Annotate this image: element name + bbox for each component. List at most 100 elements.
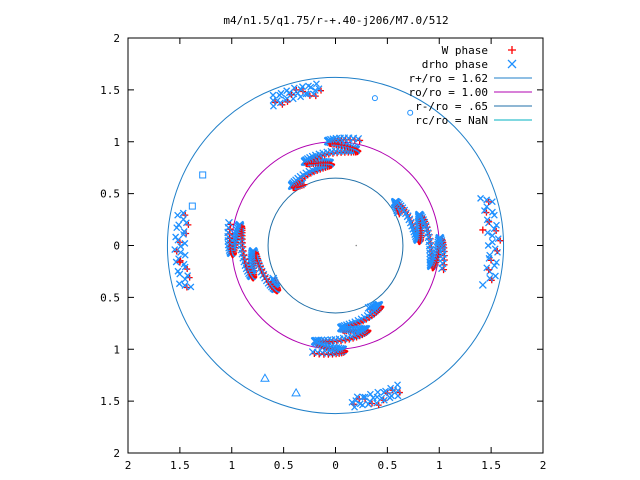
drho-phase-point [387, 392, 395, 400]
drho-phase-point [182, 219, 190, 227]
drho-phase-point [176, 270, 184, 278]
drho-phase-point [181, 251, 189, 259]
drho-phase-point [488, 208, 496, 216]
drho-phase-point [492, 272, 499, 280]
drho-phase-point [494, 235, 502, 243]
circle-rro [267, 177, 404, 314]
drho-phase-point [308, 348, 317, 357]
drho-phase-point [490, 225, 498, 233]
stray-circle-point [407, 109, 414, 116]
drho-phase-point [484, 229, 492, 237]
drho-phase-point [282, 96, 289, 104]
y-tick-label: 1 [113, 343, 120, 356]
y-tick-label: 1 [113, 136, 120, 149]
drho-phase-point [491, 262, 498, 270]
x-tick-label: 2 [540, 459, 547, 472]
drho-phase-point [172, 233, 180, 241]
y-tick-label: 2 [113, 32, 120, 45]
drho-phase-point [179, 209, 187, 217]
legend-label: r-/ro = .65 [415, 100, 488, 113]
drho-phase-point [283, 87, 291, 95]
w-phase-point [479, 226, 487, 234]
drho-phase-point [276, 91, 284, 99]
drho-phase-point [374, 388, 382, 396]
legend-label: r+/ro = 1.62 [409, 72, 488, 85]
x-tick-label: 2 [125, 459, 132, 472]
legend-cross-swatch [507, 59, 517, 69]
stray-square-point [188, 202, 196, 210]
drho-phase-point [312, 80, 320, 88]
drho-phase-point [382, 387, 389, 395]
drho-phase-point [180, 230, 187, 238]
y-tick-label: 0.5 [100, 188, 120, 201]
y-tick-label: 0.5 [100, 291, 120, 304]
x-tick-label: 1 [436, 459, 443, 472]
drho-phase-point [225, 243, 234, 252]
drho-phase-point [181, 275, 189, 283]
drho-phase-point [354, 134, 363, 143]
drho-phase-point [380, 396, 388, 404]
drho-phase-point [394, 387, 402, 395]
stray-triangle-point [260, 373, 270, 382]
drho-phase-point [359, 393, 367, 401]
drho-phase-point [269, 96, 277, 104]
drho-phase-point [172, 258, 180, 266]
drho-phase-point [175, 280, 183, 288]
drho-phase-point [351, 403, 359, 411]
phase-points [171, 80, 504, 411]
drho-phase-point [488, 198, 496, 206]
drho-phase-point [348, 398, 356, 406]
drho-phase-point [483, 216, 491, 224]
circle-rro [166, 76, 505, 415]
stray-dot-point [355, 244, 358, 247]
stray-triangle-point [291, 387, 301, 397]
w-phase-point [176, 258, 184, 266]
drho-phase-point [181, 239, 189, 247]
drho-phase-point [478, 280, 487, 289]
drho-phase-point [173, 224, 181, 232]
drho-phase-point [171, 246, 179, 254]
drho-phase-point [187, 283, 195, 291]
drho-phase-point [477, 194, 485, 202]
y-tick-label: 1.5 [100, 395, 120, 408]
x-tick-label: 1.5 [170, 459, 190, 472]
drho-phase-point [438, 264, 447, 273]
drho-phase-point [303, 155, 312, 163]
y-tick-label: 2 [113, 447, 120, 460]
legend-label: W phase [442, 44, 488, 57]
drho-phase-point [231, 231, 240, 239]
drho-phase-point [269, 102, 277, 110]
drho-phase-point [181, 263, 189, 271]
drho-phase-point [174, 211, 182, 219]
chart-title: m4/n1.5/q1.75/r-+.40-j206/M7.0/512 [223, 14, 448, 27]
drho-phase-point [480, 207, 488, 215]
drho-phase-point [311, 86, 319, 94]
drho-phase-point [488, 232, 496, 240]
x-tick-label: 0 [332, 459, 339, 472]
drho-phase-point [347, 142, 356, 151]
drho-phase-point [488, 238, 496, 246]
drho-phase-point [224, 218, 233, 227]
drho-phase-point [353, 393, 361, 401]
drho-phase-point [493, 221, 500, 229]
drho-phase-point [232, 225, 241, 234]
y-tick-label: 0 [113, 240, 120, 253]
legend-label: ro/ro = 1.00 [409, 86, 488, 99]
drho-phase-point [359, 401, 366, 409]
drho-phase-point [483, 196, 491, 204]
y-tick-label: 1.5 [100, 84, 120, 97]
drho-phase-point [305, 82, 312, 90]
drho-phase-point [483, 264, 491, 272]
legend-plus-swatch [508, 46, 516, 54]
drho-phase-point [175, 255, 183, 263]
drho-phase-point [329, 135, 338, 144]
drho-phase-point [486, 251, 494, 259]
axis-ticks: 2 1.5 1 0.5 0 0.5 1 1.5 221.510.500.511.52 [100, 32, 546, 472]
legend-label: rc/ro = NaN [415, 114, 488, 127]
drho-phase-point [342, 141, 350, 150]
drho-phase-point [174, 236, 182, 244]
x-tick-label: 1.5 [481, 459, 501, 472]
drho-phase-point [233, 223, 242, 232]
x-tick-label: 0.5 [274, 459, 294, 472]
drho-phase-point [177, 248, 185, 256]
